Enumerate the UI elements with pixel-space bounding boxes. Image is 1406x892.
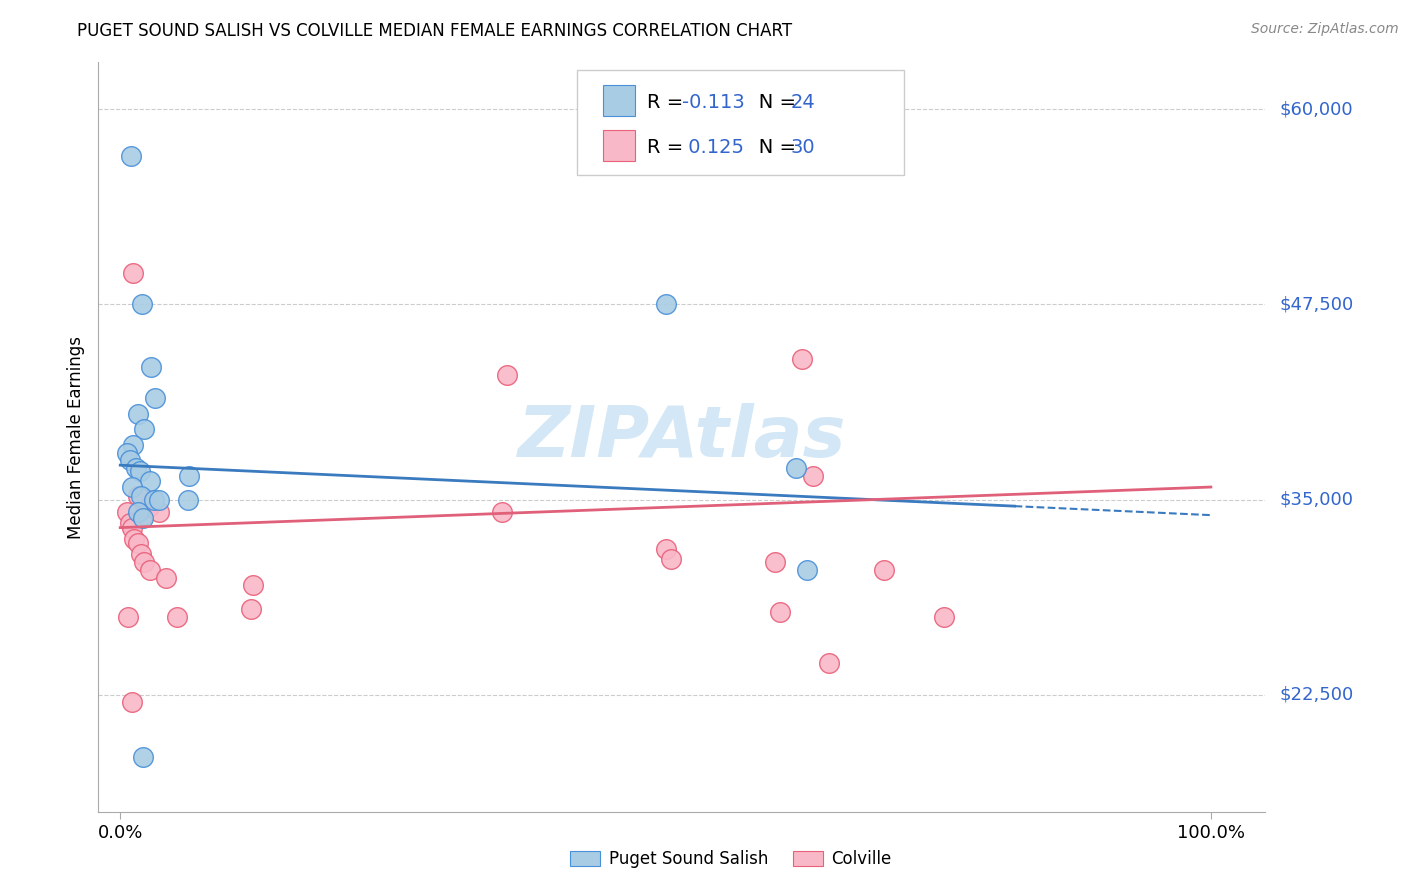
Point bbox=[127, 505, 149, 519]
Point bbox=[491, 505, 513, 519]
Point bbox=[122, 438, 145, 452]
Point bbox=[138, 500, 160, 515]
Point bbox=[127, 407, 149, 421]
Text: R =: R = bbox=[647, 93, 689, 112]
Text: $47,500: $47,500 bbox=[1279, 295, 1354, 313]
Point bbox=[177, 469, 200, 483]
Point bbox=[138, 474, 160, 488]
Text: N =: N = bbox=[741, 138, 803, 157]
Text: R =: R = bbox=[647, 138, 689, 157]
Point bbox=[122, 266, 145, 280]
Text: N =: N = bbox=[741, 93, 803, 112]
Point bbox=[763, 555, 786, 569]
Legend: Puget Sound Salish, Colville: Puget Sound Salish, Colville bbox=[564, 844, 898, 875]
Point bbox=[139, 359, 162, 374]
Point bbox=[932, 609, 955, 624]
Point bbox=[134, 422, 156, 436]
Point bbox=[801, 469, 824, 483]
Text: PUGET SOUND SALISH VS COLVILLE MEDIAN FEMALE EARNINGS CORRELATION CHART: PUGET SOUND SALISH VS COLVILLE MEDIAN FE… bbox=[77, 22, 793, 40]
Point bbox=[131, 297, 153, 311]
Point bbox=[143, 391, 166, 405]
Point bbox=[785, 461, 807, 475]
FancyBboxPatch shape bbox=[603, 85, 636, 116]
Point bbox=[134, 555, 156, 569]
Point bbox=[118, 516, 141, 530]
Point bbox=[121, 480, 143, 494]
Point bbox=[790, 351, 813, 366]
Text: -0.113: -0.113 bbox=[682, 93, 745, 112]
Text: $22,500: $22,500 bbox=[1279, 686, 1354, 704]
FancyBboxPatch shape bbox=[603, 129, 636, 161]
Point bbox=[148, 492, 170, 507]
Point bbox=[240, 602, 263, 616]
Text: 24: 24 bbox=[790, 93, 815, 112]
Point bbox=[127, 536, 149, 550]
Point bbox=[148, 505, 170, 519]
Point bbox=[138, 563, 160, 577]
Point bbox=[115, 446, 138, 460]
Y-axis label: Median Female Earnings: Median Female Earnings bbox=[67, 335, 86, 539]
Point bbox=[121, 521, 143, 535]
Point bbox=[129, 490, 152, 504]
Point bbox=[166, 609, 188, 624]
Point bbox=[143, 492, 166, 507]
Text: 0.125: 0.125 bbox=[682, 138, 744, 157]
Point bbox=[117, 609, 139, 624]
Point bbox=[124, 532, 146, 546]
FancyBboxPatch shape bbox=[576, 70, 904, 175]
Text: ZIPAtlas: ZIPAtlas bbox=[517, 402, 846, 472]
Point bbox=[124, 461, 146, 475]
Point bbox=[132, 508, 155, 523]
Point bbox=[873, 563, 896, 577]
Point bbox=[769, 605, 792, 619]
Point bbox=[132, 511, 155, 525]
Point bbox=[127, 490, 149, 504]
Point bbox=[796, 563, 818, 577]
Point bbox=[120, 149, 142, 163]
Text: Source: ZipAtlas.com: Source: ZipAtlas.com bbox=[1251, 22, 1399, 37]
Point bbox=[654, 297, 676, 311]
Point bbox=[659, 551, 682, 566]
Point bbox=[177, 492, 200, 507]
Point bbox=[818, 657, 841, 671]
Point bbox=[121, 696, 143, 710]
Point bbox=[118, 453, 141, 467]
Point bbox=[654, 542, 676, 557]
Point bbox=[496, 368, 519, 382]
Point bbox=[129, 547, 152, 561]
Point bbox=[242, 578, 264, 592]
Point bbox=[132, 750, 155, 764]
Point bbox=[115, 505, 138, 519]
Point bbox=[155, 571, 177, 585]
Text: $35,000: $35,000 bbox=[1279, 491, 1354, 508]
Point bbox=[128, 465, 150, 479]
Text: 30: 30 bbox=[790, 138, 815, 157]
Text: $60,000: $60,000 bbox=[1279, 100, 1353, 119]
